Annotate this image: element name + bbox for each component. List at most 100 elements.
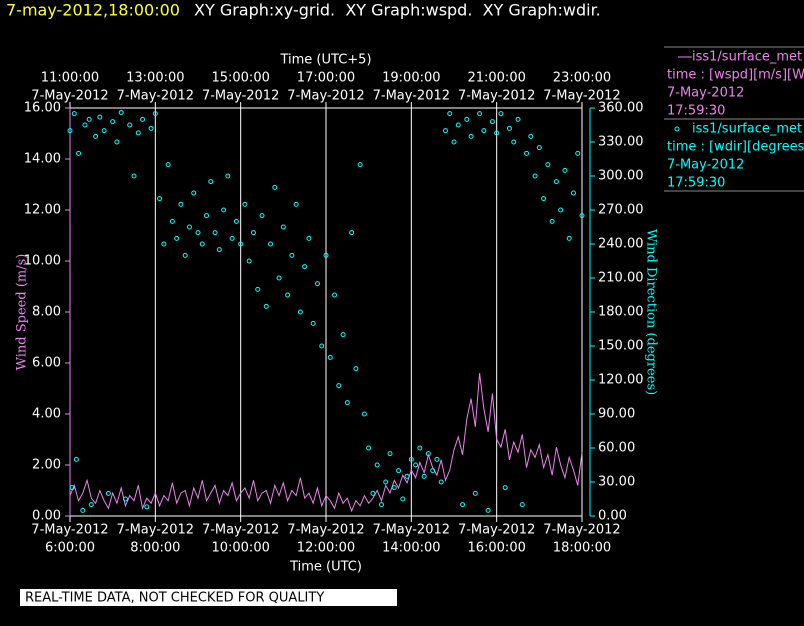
direction-point [344, 400, 350, 406]
y2-tick-label: 270.00 [598, 203, 644, 218]
direction-point [323, 252, 329, 258]
chart-title: XY Graph:xy-grid. XY Graph:wspd. XY Grap… [194, 1, 601, 20]
direction-point [327, 354, 333, 360]
y-tick-label: 10.00 [24, 254, 61, 269]
direction-point [566, 235, 572, 241]
direction-point [178, 201, 184, 207]
direction-point [511, 139, 517, 145]
direction-point [280, 224, 286, 230]
direction-point [489, 119, 495, 125]
direction-point [519, 502, 525, 508]
direction-point [506, 125, 512, 131]
direction-point [114, 139, 120, 145]
direction-point [152, 111, 158, 117]
direction-point [400, 496, 406, 502]
direction-point [144, 504, 150, 510]
direction-point [310, 320, 316, 326]
direction-point [105, 490, 111, 496]
direction-point [361, 411, 367, 417]
direction-point [374, 462, 380, 468]
y2-tick-label: 0.00 [598, 509, 627, 524]
direction-point [366, 445, 372, 451]
direction-point [425, 451, 431, 457]
direction-point [148, 125, 154, 131]
direction-point [532, 173, 538, 179]
y2-tick-label: 360.00 [598, 101, 644, 116]
direction-point [387, 451, 393, 457]
y2-tick-label: 90.00 [598, 407, 635, 422]
direction-point [575, 150, 581, 156]
direction-point [553, 179, 559, 185]
x-tick-date: 7-May-2012 [287, 523, 364, 538]
legend-detail: 17:59:30 [667, 104, 725, 119]
direction-point [498, 111, 504, 117]
direction-point [494, 130, 500, 136]
direction-point [268, 241, 274, 247]
direction-point [276, 275, 282, 281]
direction-point [464, 116, 470, 122]
direction-point [442, 128, 448, 134]
direction-point [76, 150, 82, 156]
y-tick-label: 12.00 [24, 203, 61, 218]
direction-point [558, 207, 564, 213]
direction-point [306, 235, 312, 241]
direction-point [122, 496, 128, 502]
x2-tick-date: 7-May-2012 [31, 89, 108, 104]
y2-tick-label: 210.00 [598, 271, 644, 286]
direction-point [396, 468, 402, 474]
direction-point [391, 485, 397, 491]
direction-point [302, 264, 308, 270]
direction-point [233, 218, 239, 224]
x-tick-date: 7-May-2012 [31, 523, 108, 538]
direction-point [174, 235, 180, 241]
x2-tick-date: 7-May-2012 [543, 89, 620, 104]
direction-point [528, 133, 534, 139]
x2-tick-date: 7-May-2012 [117, 89, 194, 104]
direction-point [140, 116, 146, 122]
direction-point [472, 490, 478, 496]
direction-point [127, 122, 133, 128]
direction-point [349, 230, 355, 236]
direction-point [250, 230, 256, 236]
direction-point [186, 224, 192, 230]
direction-point [86, 116, 92, 122]
x-tick-label: 16:00:00 [467, 541, 525, 556]
x-tick-label: 10:00:00 [211, 541, 269, 556]
direction-point [502, 485, 508, 491]
direction-point [110, 119, 116, 125]
y2-tick-label: 60.00 [598, 441, 635, 456]
note-box [20, 589, 397, 606]
legend-swatch [674, 126, 680, 132]
y2-axis-title: Wind Direction (degrees) [644, 229, 659, 395]
legend-detail: time : [wdir][degrees][V [667, 140, 804, 155]
y2-tick-label: 240.00 [598, 237, 644, 252]
x-tick-date: 7-May-2012 [117, 523, 194, 538]
y-tick-label: 8.00 [32, 305, 61, 320]
direction-point [460, 502, 466, 508]
direction-point [332, 292, 338, 298]
direction-point [255, 286, 261, 292]
direction-point [182, 252, 188, 258]
direction-point [336, 383, 342, 389]
direction-point [515, 116, 521, 122]
y-tick-label: 2.00 [32, 458, 61, 473]
x2-tick-label: 15:00:00 [211, 71, 269, 86]
x-tick-label: 18:00:00 [553, 541, 611, 556]
direction-point [204, 213, 210, 219]
x2-tick-date: 7-May-2012 [458, 89, 535, 104]
legend-detail: time : [wspd][m/s][Wind [667, 68, 804, 83]
direction-point [417, 445, 423, 451]
note: REAL-TIME DATA, NOT CHECKED FOR QUALITY [25, 591, 324, 606]
direction-point [430, 468, 436, 474]
x2-tick-label: 23:00:00 [553, 71, 611, 86]
x2-axis-title: Time (UTC+5) [279, 53, 371, 68]
y-axis-title: Wind Speed (m/s) [15, 254, 30, 371]
direction-point [97, 114, 103, 120]
direction-point [370, 490, 376, 496]
direction-point [71, 111, 77, 117]
direction-point [69, 485, 75, 491]
legend-detail: 7-May-2012 [667, 158, 744, 173]
direction-point [191, 190, 197, 196]
x-tick-date: 7-May-2012 [458, 523, 535, 538]
